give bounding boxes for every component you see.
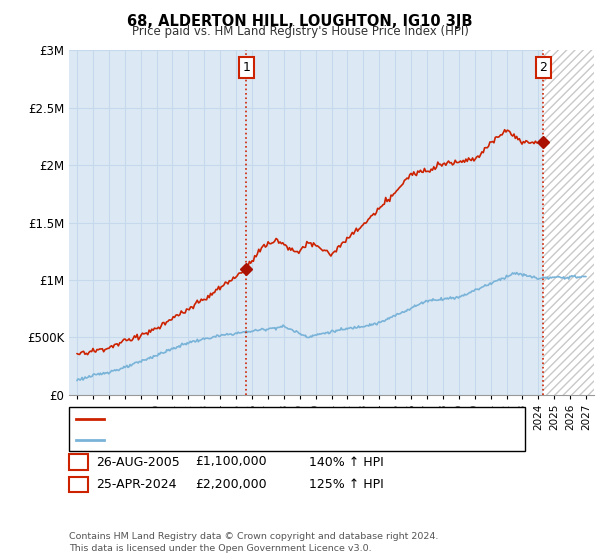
Text: 68, ALDERTON HILL, LOUGHTON, IG10 3JB (detached house): 68, ALDERTON HILL, LOUGHTON, IG10 3JB (d…: [109, 414, 438, 424]
Text: 140% ↑ HPI: 140% ↑ HPI: [309, 455, 384, 469]
Text: 2: 2: [74, 478, 83, 491]
Text: HPI: Average price, detached house, Epping Forest: HPI: Average price, detached house, Eppi…: [109, 435, 386, 445]
Text: 1: 1: [74, 455, 83, 469]
Text: Price paid vs. HM Land Registry's House Price Index (HPI): Price paid vs. HM Land Registry's House …: [131, 25, 469, 38]
Bar: [544, 50, 594, 395]
Text: £2,200,000: £2,200,000: [195, 478, 266, 491]
Text: Contains HM Land Registry data © Crown copyright and database right 2024.
This d: Contains HM Land Registry data © Crown c…: [69, 533, 439, 553]
Text: 125% ↑ HPI: 125% ↑ HPI: [309, 478, 384, 491]
Text: 1: 1: [242, 61, 250, 74]
Text: 25-APR-2024: 25-APR-2024: [96, 478, 176, 491]
Text: £1,100,000: £1,100,000: [195, 455, 266, 469]
Text: 26-AUG-2005: 26-AUG-2005: [96, 455, 180, 469]
Text: 2: 2: [539, 61, 547, 74]
Text: 68, ALDERTON HILL, LOUGHTON, IG10 3JB: 68, ALDERTON HILL, LOUGHTON, IG10 3JB: [127, 14, 473, 29]
